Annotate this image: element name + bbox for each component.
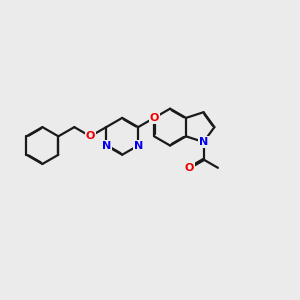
Text: N: N [102, 140, 111, 151]
Text: O: O [149, 113, 159, 123]
Text: O: O [184, 163, 194, 173]
Text: N: N [199, 137, 208, 147]
Text: O: O [85, 131, 95, 141]
Text: N: N [134, 140, 143, 151]
